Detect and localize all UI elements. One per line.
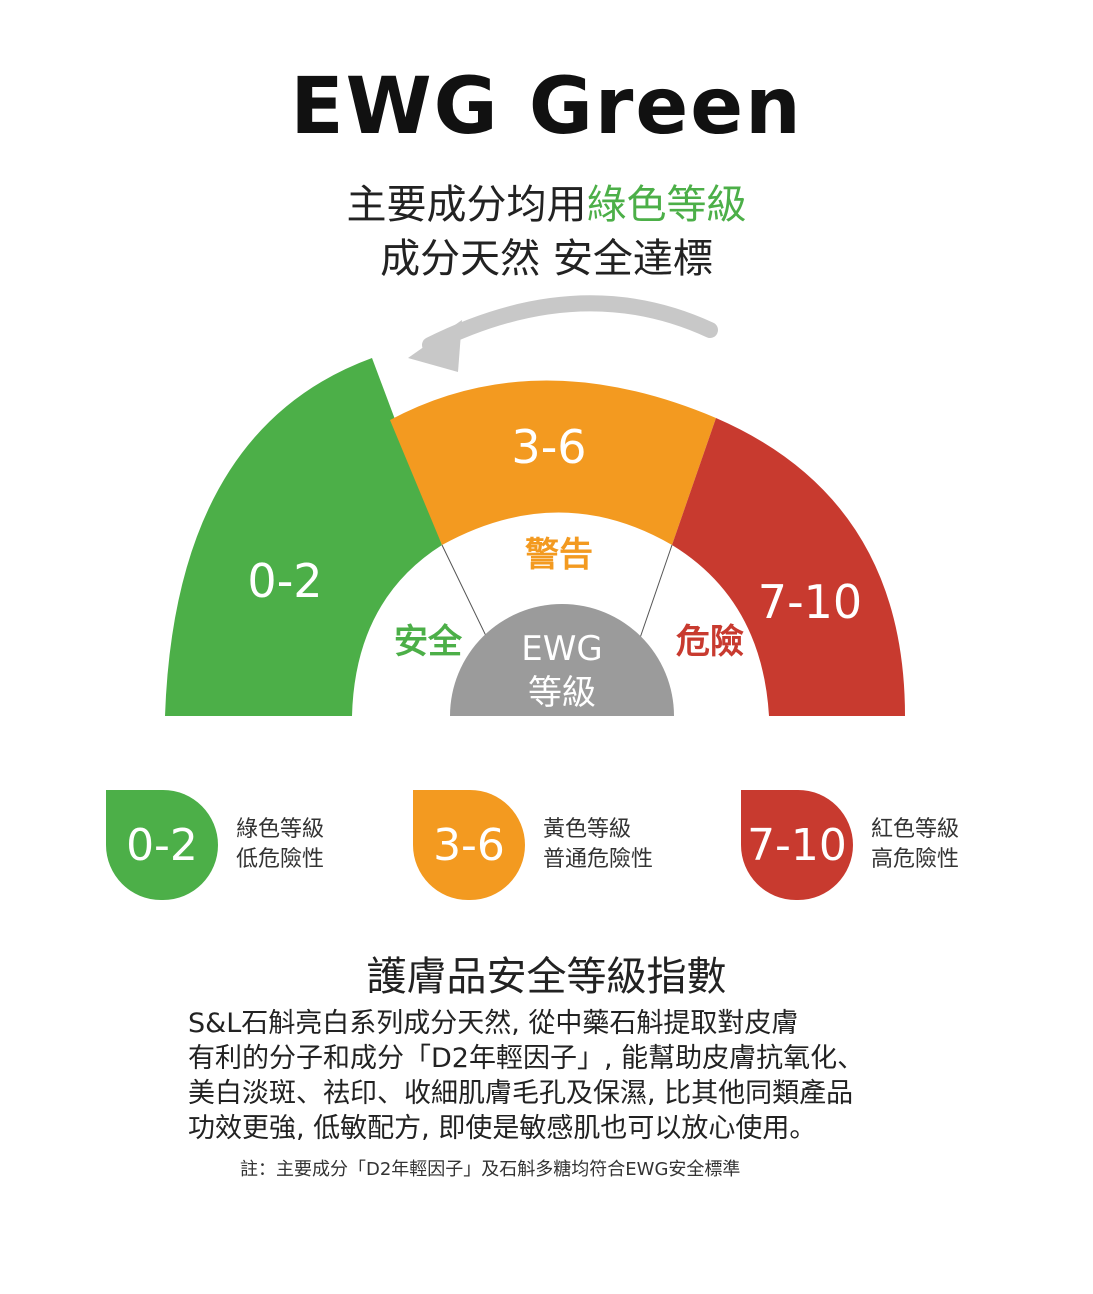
legend-line1: 綠色等級 [236, 817, 325, 842]
legend-text-red: 紅色等級 高危險性 [871, 815, 959, 875]
paragraph-line: 美白淡斑、祛印、收細肌膚毛孔及保濕, 比其他同類產品 [188, 1078, 854, 1109]
segment-range-red: 7-10 [758, 575, 862, 629]
segment-range-green: 0-2 [247, 554, 322, 608]
gauge-segment-orange [390, 380, 716, 545]
legend-item-green: 0-2 綠色等級 低危險性 [106, 790, 324, 900]
center-label-grade: 等級 [528, 673, 596, 713]
legend-line2: 低危險性 [236, 847, 325, 872]
paragraph-line: 有利的分子和成分「D2年輕因子」, 能幫助皮膚抗氧化、 [188, 1043, 865, 1074]
segment-range-orange: 3-6 [511, 420, 586, 474]
legend-blob-green: 0-2 [106, 790, 218, 900]
footnote: 註：主要成分「D2年輕因子」及石斛多糖均符合EWG安全標準 [240, 1159, 741, 1180]
divider-line-right [639, 544, 673, 639]
section-paragraph: S&L石斛亮白系列成分天然, 從中藥石斛提取對皮膚 有利的分子和成分「D2年輕因… [188, 1006, 948, 1146]
subtitle-prefix: 主要成分均用 [346, 182, 587, 228]
legend-line2: 普通危險性 [543, 847, 654, 872]
page-title: EWG Green [290, 62, 803, 152]
paragraph-line: 功效更強, 低敏配方, 即使是敏感肌也可以放心使用。 [188, 1113, 817, 1144]
center-label-ewg: EWG [521, 629, 602, 669]
legend-line1: 黃色等級 [543, 817, 632, 842]
ewg-gauge: 0-2 3-6 7-10 安全 警告 危險 EWG 等級 [165, 295, 905, 716]
divider-line-left [441, 544, 488, 639]
section-heading: 護膚品安全等級指數 [366, 954, 727, 1000]
paragraph-line: S&L石斛亮白系列成分天然, 從中藥石斛提取對皮膚 [188, 1008, 799, 1039]
legend-line1: 紅色等級 [871, 817, 960, 842]
subtitle-line-1: 主要成分均用綠色等級 [0, 172, 1093, 230]
legend-blob-orange: 3-6 [413, 790, 525, 900]
segment-label-red: 危險 [676, 622, 744, 662]
legend-item-orange: 3-6 黃色等級 普通危險性 [413, 790, 653, 900]
segment-label-orange: 警告 [525, 535, 593, 575]
legend-text-orange: 黃色等級 普通危險性 [543, 815, 653, 875]
subtitle-highlight: 綠色等級 [586, 182, 747, 228]
legend-blob-red: 7-10 [741, 790, 853, 900]
arrow-head-icon [408, 320, 462, 372]
segment-label-green: 安全 [394, 622, 463, 662]
gauge-center [450, 604, 674, 716]
arrow-curve [422, 295, 718, 353]
subtitle-line-2: 成分天然 安全達標 [380, 236, 713, 282]
legend-text-green: 綠色等級 低危險性 [236, 815, 324, 875]
gauge-segment-red [672, 418, 905, 716]
gauge-segment-green [165, 358, 442, 716]
legend-line2: 高危險性 [871, 847, 960, 872]
legend-item-red: 7-10 紅色等級 高危險性 [741, 790, 959, 900]
